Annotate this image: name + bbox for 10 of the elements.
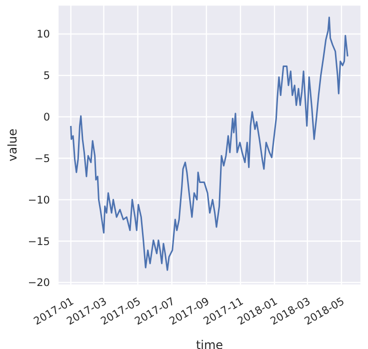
y-tick-label: 5 bbox=[43, 70, 50, 82]
y-tick-label: 0 bbox=[43, 112, 50, 124]
line-series bbox=[70, 16, 348, 271]
y-tick-label: 10 bbox=[36, 28, 50, 41]
x-axis-title: time bbox=[196, 338, 224, 349]
y-tick-label: −10 bbox=[28, 194, 50, 206]
y-tick-label: −20 bbox=[28, 277, 50, 290]
y-tick-label: −5 bbox=[34, 152, 50, 165]
y-axis-title: value bbox=[5, 128, 20, 162]
y-tick-label: −15 bbox=[28, 236, 50, 248]
